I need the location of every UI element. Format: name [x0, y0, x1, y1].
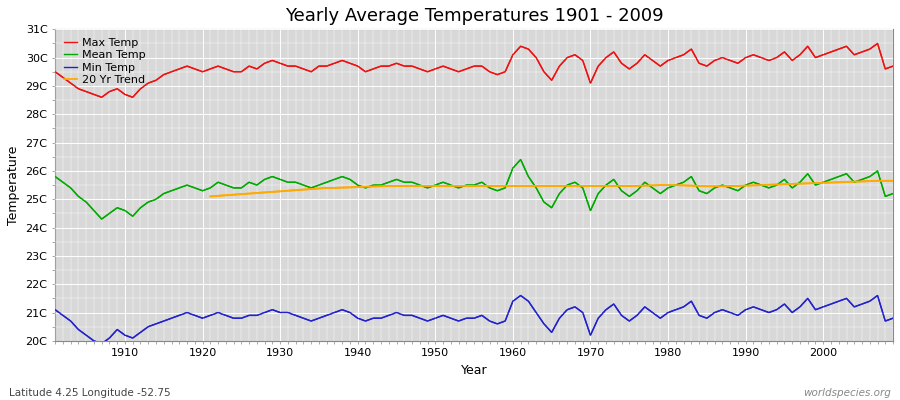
20 Yr Trend — [872, 178, 883, 183]
Mean Temp — [616, 188, 627, 193]
Min Temp — [96, 341, 107, 346]
Min Temp — [50, 307, 60, 312]
Text: worldspecies.org: worldspecies.org — [803, 388, 891, 398]
Mean Temp — [508, 166, 518, 170]
Max Temp — [872, 41, 883, 46]
Min Temp — [337, 307, 347, 312]
20 Yr Trend — [554, 184, 565, 188]
20 Yr Trend — [887, 178, 898, 183]
Max Temp — [337, 58, 347, 63]
Max Temp — [508, 52, 518, 57]
20 Yr Trend — [469, 184, 480, 188]
Title: Yearly Average Temperatures 1901 - 2009: Yearly Average Temperatures 1901 - 2009 — [284, 7, 663, 25]
Line: 20 Yr Trend: 20 Yr Trend — [211, 181, 893, 196]
Min Temp — [616, 313, 627, 318]
20 Yr Trend — [274, 189, 285, 194]
Text: Latitude 4.25 Longitude -52.75: Latitude 4.25 Longitude -52.75 — [9, 388, 171, 398]
20 Yr Trend — [345, 185, 356, 190]
Mean Temp — [96, 217, 107, 222]
Min Temp — [291, 313, 302, 318]
Max Temp — [291, 64, 302, 68]
Mean Temp — [523, 174, 534, 179]
Min Temp — [887, 316, 898, 321]
Y-axis label: Temperature: Temperature — [7, 145, 20, 225]
20 Yr Trend — [291, 188, 302, 192]
Max Temp — [50, 69, 60, 74]
X-axis label: Year: Year — [461, 364, 488, 377]
20 Yr Trend — [810, 181, 821, 186]
Max Temp — [120, 92, 130, 97]
Min Temp — [508, 299, 518, 304]
Max Temp — [887, 64, 898, 68]
Max Temp — [515, 44, 526, 49]
Min Temp — [120, 333, 130, 338]
Mean Temp — [120, 208, 130, 213]
Mean Temp — [515, 157, 526, 162]
Mean Temp — [291, 180, 302, 185]
Line: Mean Temp: Mean Temp — [55, 160, 893, 219]
Line: Max Temp: Max Temp — [55, 44, 893, 97]
Mean Temp — [50, 174, 60, 179]
Max Temp — [608, 50, 619, 54]
Mean Temp — [887, 191, 898, 196]
Max Temp — [96, 95, 107, 100]
Min Temp — [523, 299, 534, 304]
20 Yr Trend — [205, 194, 216, 199]
Line: Min Temp: Min Temp — [55, 296, 893, 344]
Min Temp — [515, 293, 526, 298]
Mean Temp — [337, 174, 347, 179]
Legend: Max Temp, Mean Temp, Min Temp, 20 Yr Trend: Max Temp, Mean Temp, Min Temp, 20 Yr Tre… — [60, 35, 148, 88]
